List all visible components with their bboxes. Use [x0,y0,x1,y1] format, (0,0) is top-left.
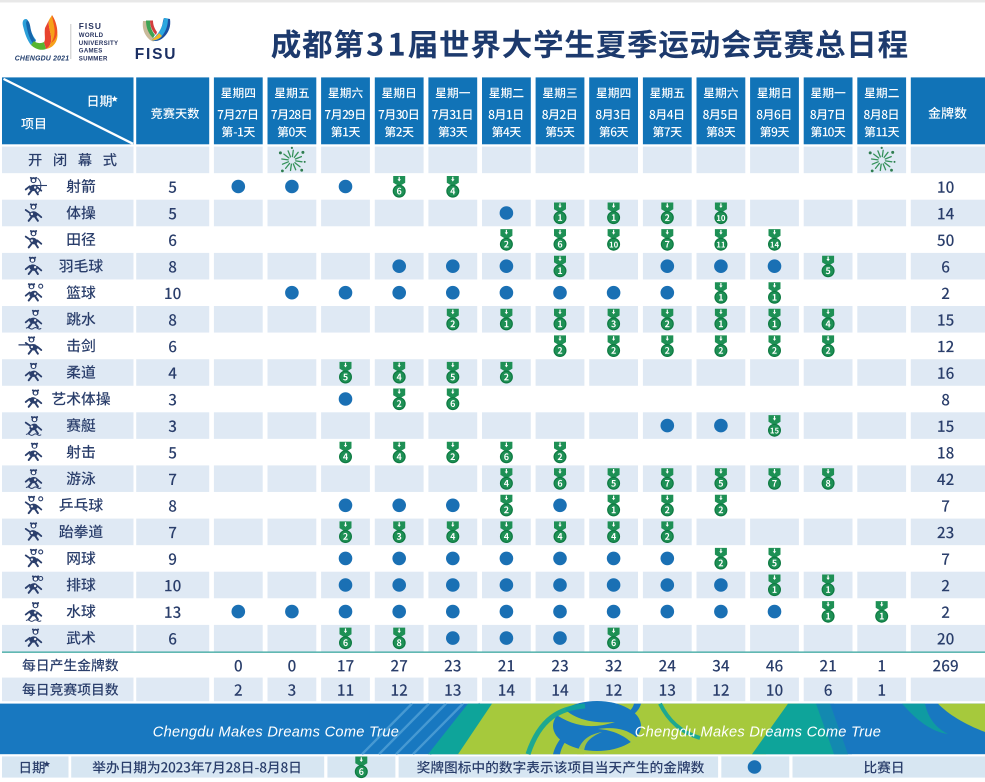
svg-text:FISU: FISU [135,46,178,63]
svg-text:FISU: FISU [79,21,102,31]
svg-text:Chengdu Makes Dreams Come True: Chengdu Makes Dreams Come True [635,725,881,741]
svg-text:CHENGDU 2021: CHENGDU 2021 [15,56,69,63]
svg-text:UNIVERSITY: UNIVERSITY [79,40,119,47]
svg-text:GAMES: GAMES [79,48,103,55]
svg-text:Chengdu Makes Dreams Come True: Chengdu Makes Dreams Come True [153,725,399,741]
svg-text:WORLD: WORLD [79,32,104,39]
svg-text:SUMMER: SUMMER [79,55,108,62]
